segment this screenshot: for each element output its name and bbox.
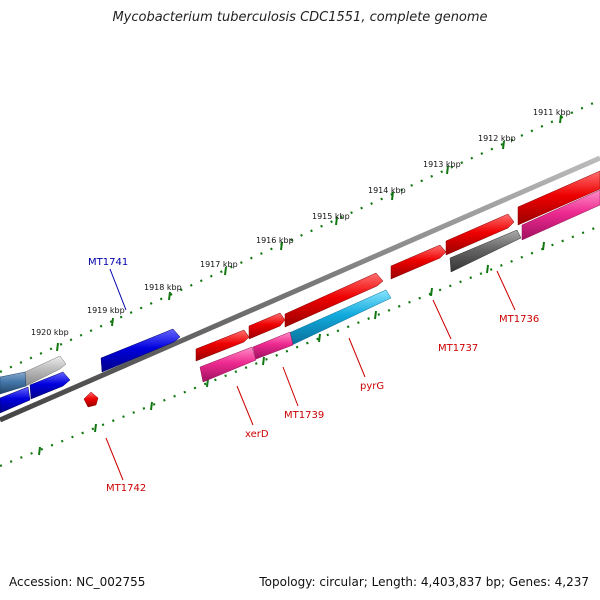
tick-1914: 1914 kbp: [368, 186, 406, 201]
label-mt1736[interactable]: MT1736: [499, 314, 539, 325]
reverse-genes: [0, 328, 181, 414]
tick-label-1911: 1911 kbp: [533, 108, 571, 117]
label-pyrg[interactable]: pyrG: [360, 381, 384, 392]
gene-mt1736-gray[interactable]: [449, 229, 522, 273]
tick-1919: 1919 kbp: [87, 306, 125, 327]
forward-genes: [83, 170, 600, 408]
tick-1917: 1917 kbp: [200, 260, 238, 276]
kbp-ticks: 1911 kbp 1912 kbp 1913 kbp 1914 kbp 1915…: [31, 108, 571, 352]
label-xerd[interactable]: xerD: [245, 429, 269, 440]
label-mt1739[interactable]: MT1739: [284, 410, 324, 421]
label-mt1741[interactable]: MT1741: [88, 257, 128, 268]
secondary-genes: [199, 189, 600, 383]
gene-xerd-red[interactable]: [195, 329, 250, 362]
gene-xerd-pink[interactable]: [199, 346, 257, 383]
tick-label-1913: 1913 kbp: [423, 160, 461, 169]
tick-label-1912: 1912 kbp: [478, 134, 516, 143]
map-title: Mycobacterium tuberculosis CDC1551, comp…: [112, 10, 488, 25]
tick-label-1919: 1919 kbp: [87, 306, 125, 315]
gene-pyrg-red[interactable]: [284, 272, 384, 328]
tick-label-1920: 1920 kbp: [31, 328, 69, 337]
label-leaders: [105, 268, 516, 481]
tick-label-1918: 1918 kbp: [144, 283, 182, 292]
tick-1912: 1912 kbp: [478, 134, 516, 150]
label-mt1742[interactable]: MT1742: [106, 483, 146, 494]
gene-right-edge-pink[interactable]: [521, 189, 600, 241]
tick-1918: 1918 kbp: [144, 283, 182, 301]
tick-1915: 1915 kbp: [312, 212, 350, 226]
gene-left-blue-1[interactable]: [29, 371, 71, 400]
tick-1916: 1916 kbp: [256, 236, 294, 251]
genome-backbone: [0, 155, 600, 423]
gene-left-steel[interactable]: [0, 371, 27, 395]
gene-mt1739-pink[interactable]: [252, 331, 294, 360]
gene-mt1736-red[interactable]: [445, 213, 515, 256]
gene-mt1741-blue[interactable]: [100, 328, 181, 373]
tick-label-1916: 1916 kbp: [256, 236, 294, 245]
inner-ticks: [38, 241, 545, 456]
gene-mt1742-red[interactable]: [83, 391, 99, 408]
label-mt1737[interactable]: MT1737: [438, 343, 478, 354]
tick-1911: 1911 kbp: [533, 108, 571, 124]
gene-mt1739-red[interactable]: [248, 312, 286, 340]
tick-1913: 1913 kbp: [423, 160, 461, 175]
gene-labels: MT1741 MT1742 xerD MT1739 pyrG MT1737 MT…: [88, 257, 539, 494]
gene-left-blue-2[interactable]: [0, 386, 31, 414]
tick-label-1914: 1914 kbp: [368, 186, 406, 195]
topology-text: Topology: circular; Length: 4,403,837 bp…: [259, 575, 589, 589]
gene-mt1737-red[interactable]: [390, 244, 447, 280]
gene-right-edge-red[interactable]: [517, 170, 600, 226]
tick-label-1917: 1917 kbp: [200, 260, 238, 269]
accession-text: Accession: NC_002755: [9, 575, 146, 589]
tick-1920: 1920 kbp: [31, 328, 69, 352]
tick-label-1915: 1915 kbp: [312, 212, 350, 221]
